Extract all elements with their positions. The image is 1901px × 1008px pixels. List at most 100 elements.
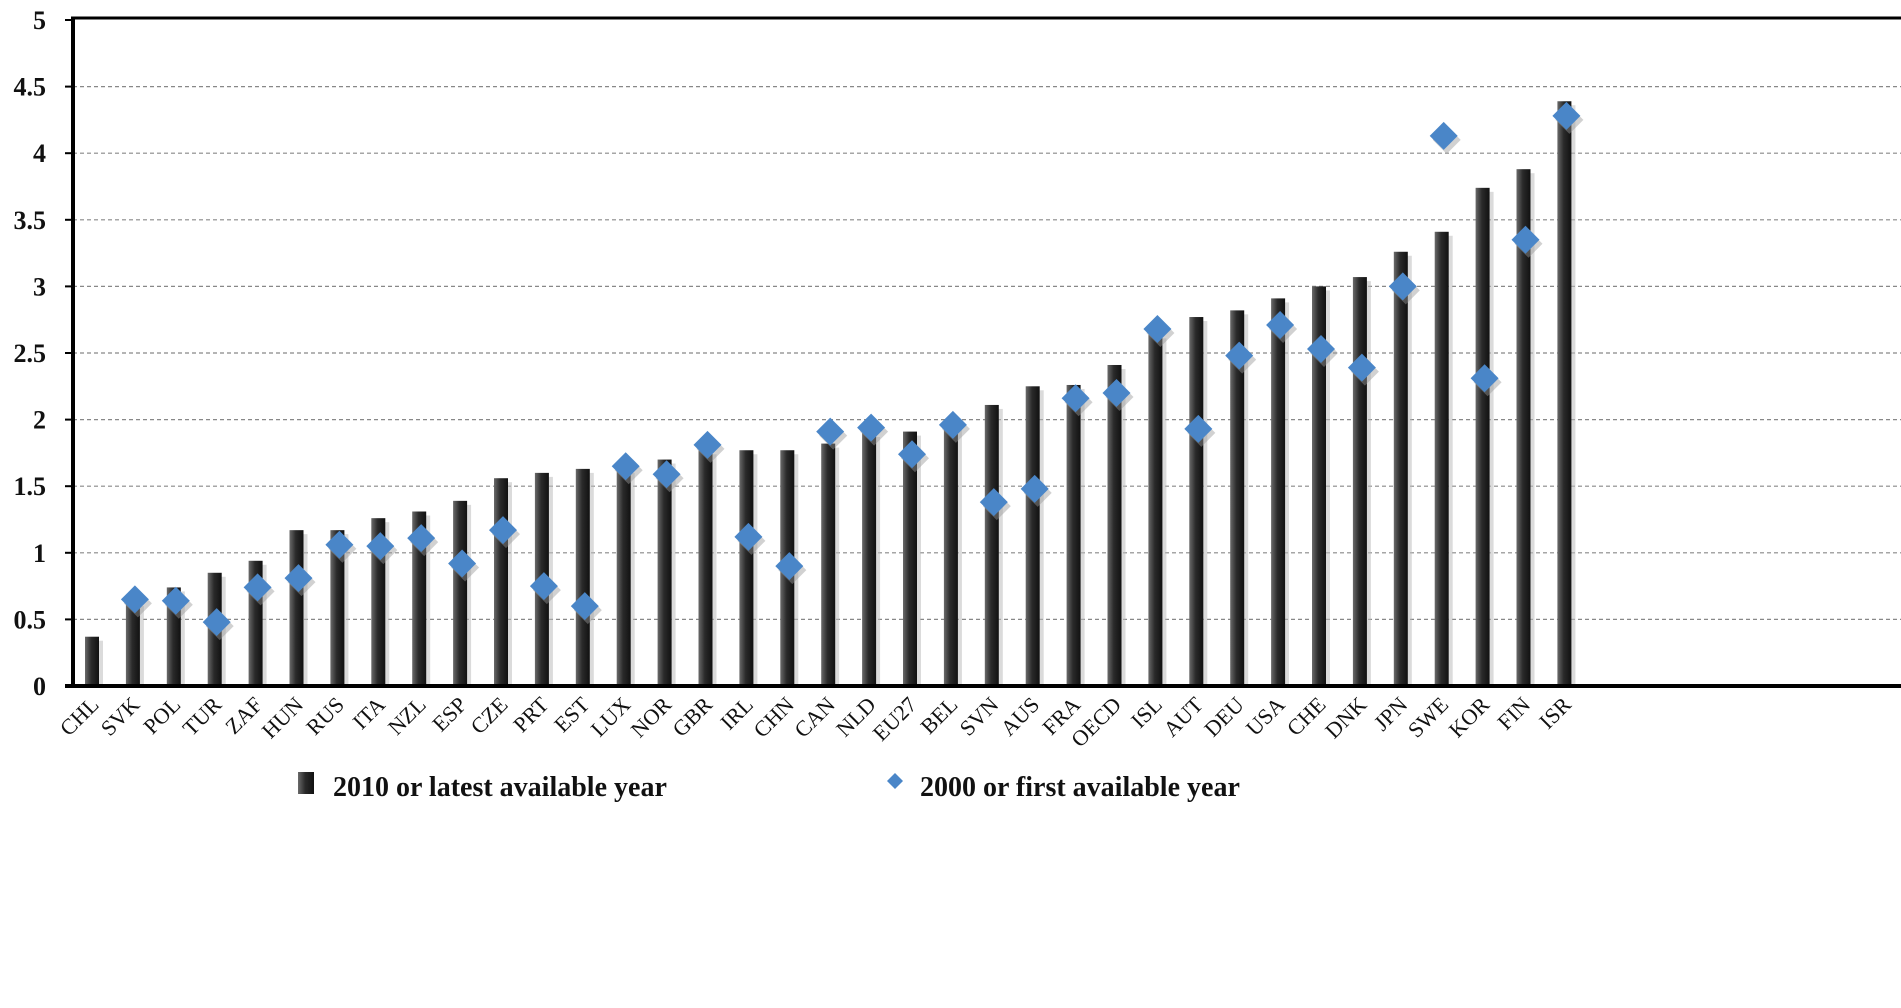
y-tick-label: 3.5	[14, 206, 47, 235]
markers-2000	[120, 101, 1584, 641]
diamond-marker	[120, 585, 149, 614]
legend-diamond-swatch	[887, 773, 903, 789]
bar	[1516, 169, 1531, 686]
diamond-marker	[652, 460, 681, 489]
bar	[1271, 298, 1286, 686]
diamond-marker	[366, 532, 395, 561]
bar	[125, 602, 140, 686]
x-category-label: BEL	[915, 692, 962, 739]
y-tick-label: 4.5	[14, 73, 47, 102]
diamond-marker	[734, 522, 763, 551]
diamond-marker	[1347, 353, 1376, 382]
x-category-label: CHL	[55, 692, 104, 741]
x-category-label: SWE	[1403, 692, 1454, 743]
bar	[943, 422, 958, 686]
bar	[1557, 101, 1572, 686]
x-category-label: AUT	[1158, 691, 1208, 741]
diamond-marker	[1511, 225, 1540, 254]
diamond-marker	[325, 530, 354, 559]
x-category-label: CHN	[748, 692, 799, 743]
x-category-label: ZAF	[220, 692, 267, 739]
x-category-label: AUS	[995, 692, 1044, 741]
diamond-marker	[816, 417, 845, 446]
diamond-marker	[202, 608, 231, 637]
bar	[1312, 286, 1326, 686]
bar	[657, 459, 672, 686]
x-category-label: LUX	[586, 692, 636, 742]
y-tick-label: 5	[33, 6, 46, 35]
x-category-label: POL	[138, 692, 185, 739]
y-tick-label: 4	[33, 139, 46, 168]
bar	[371, 518, 386, 686]
diamond-marker	[161, 586, 190, 615]
x-category-label: RUS	[301, 692, 349, 740]
x-category-label: KOR	[1444, 692, 1495, 743]
diamond-marker	[979, 488, 1008, 517]
x-category-label: DEU	[1199, 692, 1249, 742]
diamond-marker	[1102, 378, 1131, 407]
bar	[1230, 310, 1245, 686]
diamond-marker	[407, 524, 436, 553]
legend-label-2000: 2000 or first available year	[920, 772, 1240, 803]
bar	[739, 450, 754, 686]
diamond-marker	[1143, 315, 1172, 344]
x-category-label: USA	[1241, 692, 1290, 741]
x-category-label: EU27	[868, 692, 922, 746]
x-category-label: GBR	[667, 692, 717, 742]
diamond-marker	[529, 572, 558, 601]
y-tick-label: 0	[33, 672, 46, 701]
x-category-label: SVN	[955, 692, 1004, 741]
y-tick-label: 0.5	[14, 605, 47, 634]
bar	[698, 450, 713, 686]
diamond-marker	[1020, 474, 1049, 503]
diamond-marker	[1225, 341, 1254, 370]
y-tick-label: 2	[33, 406, 46, 435]
x-category-label: NOR	[626, 692, 677, 743]
x-category-label: NZL	[383, 692, 431, 740]
bar	[1066, 384, 1081, 686]
bar	[616, 468, 631, 686]
bar	[1352, 277, 1367, 686]
bar	[984, 404, 999, 686]
diamond-marker	[243, 573, 272, 602]
bar	[862, 432, 877, 686]
bar	[1107, 364, 1122, 686]
x-category-label: TUR	[177, 692, 226, 741]
bar	[289, 530, 304, 686]
diamond-marker	[284, 564, 313, 593]
x-category-label: HUN	[257, 692, 308, 743]
diamond-marker	[1184, 414, 1213, 443]
x-category-labels: CHLSVKPOLTURZAFHUNRUSITANZLESPCZEPRTESTL…	[55, 691, 1576, 751]
x-category-label: SVK	[96, 692, 145, 741]
bar	[412, 511, 427, 686]
x-category-label: CHE	[1282, 692, 1331, 741]
diamond-marker	[693, 430, 722, 459]
x-category-label: CZE	[465, 692, 512, 739]
legend-bar-swatch	[298, 772, 314, 794]
legend-label-2010: 2010 or latest available year	[333, 772, 667, 803]
y-tick-labels: 0 0.5 1 1.5 2 2.5 3 3.5 4 4.5 5	[14, 6, 73, 701]
x-category-label: PRT	[508, 691, 554, 737]
bar	[1434, 231, 1449, 686]
diamond-marker	[1470, 364, 1499, 393]
diamond-marker	[775, 552, 804, 581]
x-category-label: ISR	[1534, 692, 1576, 734]
diamond-marker	[611, 452, 640, 481]
bar	[330, 530, 345, 686]
bar	[821, 443, 836, 686]
bar	[494, 478, 508, 686]
diamond-marker	[1552, 101, 1581, 130]
x-category-label: CAN	[789, 692, 840, 743]
bar	[1189, 317, 1204, 686]
x-category-label: ITA	[347, 692, 389, 734]
bars-2010	[85, 101, 1576, 686]
bar	[1025, 386, 1040, 686]
y-tick-label: 1.5	[14, 472, 47, 501]
diamond-marker	[1266, 311, 1295, 340]
bar	[453, 500, 468, 686]
bar	[1475, 187, 1490, 686]
diamond-marker	[857, 413, 886, 442]
y-tick-label: 3	[33, 272, 46, 301]
y-tick-label: 2.5	[14, 339, 47, 368]
diamond-marker	[1307, 335, 1335, 364]
